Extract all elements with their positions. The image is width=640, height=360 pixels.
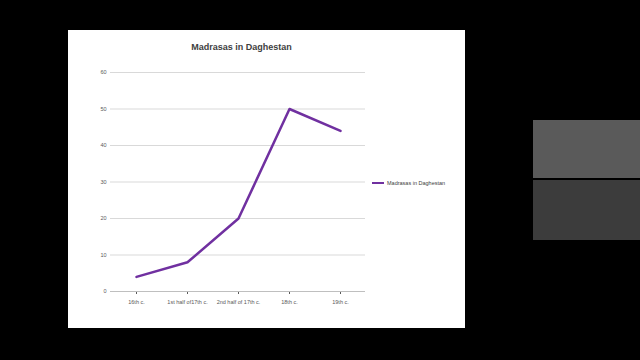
svg-text:10: 10 (100, 252, 106, 258)
svg-text:2nd half of 17th c.: 2nd half of 17th c. (217, 299, 261, 305)
html-text:Madrasas in Daghestan: Madrasas in Daghestan (387, 180, 446, 186)
svg-text:40: 40 (100, 142, 106, 148)
svg-text:19th c.: 19th c. (332, 299, 349, 305)
svg-text:1st half of17th c.: 1st half of17th c. (167, 299, 208, 305)
svg-text:0: 0 (103, 288, 106, 294)
svg-text:50: 50 (100, 106, 106, 112)
svg-text:16th c.: 16th c. (128, 299, 145, 305)
svg-text:20: 20 (100, 215, 106, 221)
svg-text:60: 60 (100, 69, 106, 75)
svg-text:18th c.: 18th c. (281, 299, 298, 305)
html-text:Madrasas in Daghestan: Madrasas in Daghestan (191, 42, 292, 52)
svg-text:30: 30 (100, 179, 106, 185)
